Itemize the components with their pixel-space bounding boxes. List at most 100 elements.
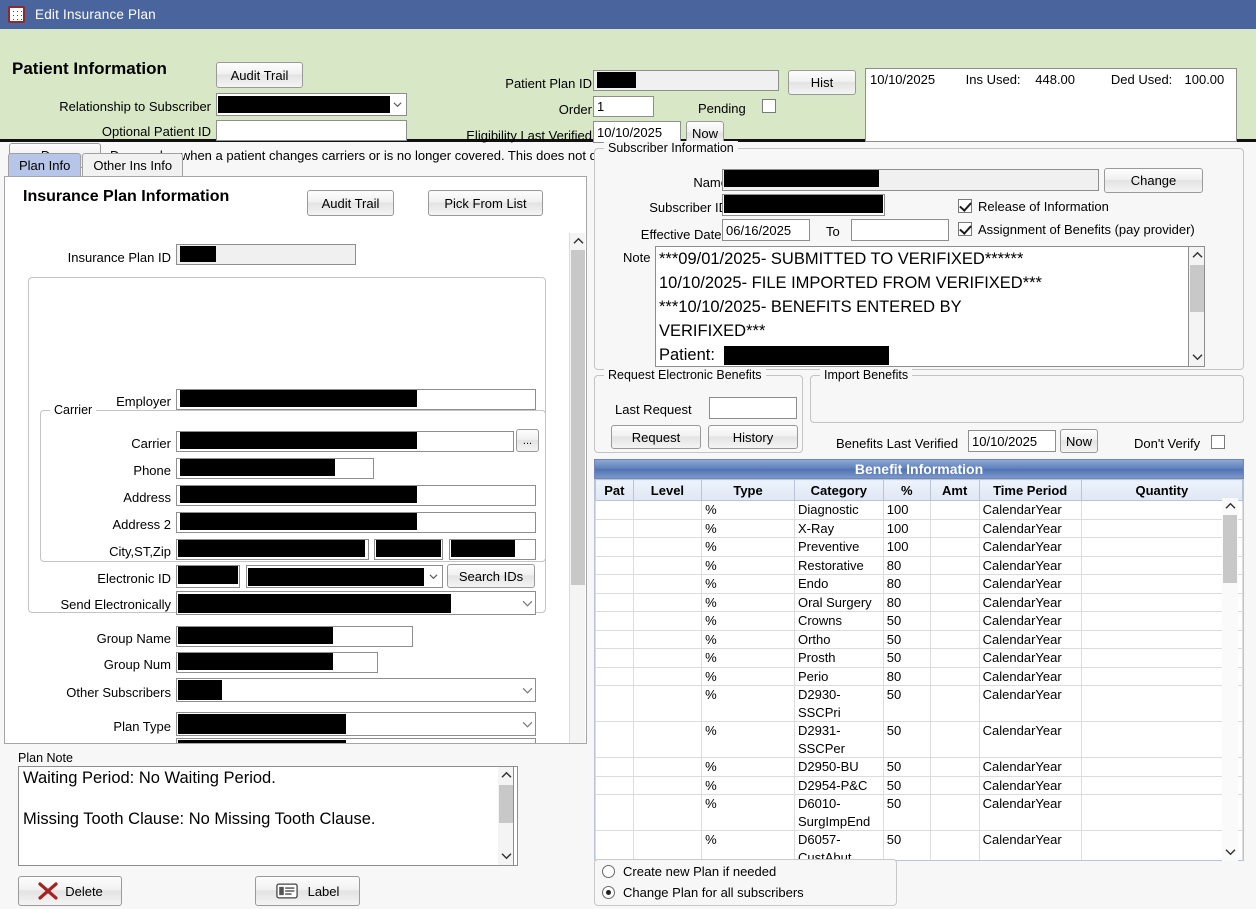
assignment-of-benefits-checkbox[interactable]	[958, 222, 972, 236]
col-percent[interactable]: %	[882, 479, 931, 501]
col-pat[interactable]: Pat	[595, 479, 634, 501]
table-row[interactable]: % Perio 80 CalendarYear	[595, 667, 1243, 686]
radio-button-selected-icon[interactable]	[602, 886, 615, 899]
scroll-up-icon[interactable]	[570, 233, 586, 249]
scroll-thumb[interactable]	[571, 250, 585, 585]
request-button[interactable]: Request	[611, 425, 701, 449]
effective-to-input[interactable]	[851, 219, 949, 241]
last-request-input[interactable]	[709, 397, 797, 419]
delete-button[interactable]: Delete	[18, 876, 122, 906]
plan-note-textarea[interactable]: Waiting Period: No Waiting Period. Missi…	[18, 766, 518, 866]
col-time-period[interactable]: Time Period	[978, 479, 1082, 501]
table-row[interactable]: % Diagnostic 100 CalendarYear	[595, 500, 1243, 520]
cell-level	[632, 685, 703, 722]
col-type[interactable]: Type	[701, 479, 795, 501]
carrier-ellipsis-button[interactable]: ...	[516, 429, 539, 452]
carrier-input[interactable]	[176, 431, 514, 452]
scroll-thumb[interactable]	[1223, 515, 1237, 583]
col-category[interactable]: Category	[793, 479, 884, 501]
send-electronically-combo[interactable]	[176, 591, 536, 615]
dont-verify-checkbox[interactable]	[1211, 435, 1225, 449]
delete-button-label: Delete	[65, 883, 103, 899]
city-input[interactable]	[176, 539, 369, 560]
scroll-thumb[interactable]	[499, 785, 513, 823]
scroll-down-icon[interactable]	[1189, 348, 1205, 364]
employer-input[interactable]	[176, 389, 536, 410]
cell-pat	[595, 648, 634, 668]
label-button[interactable]: Label	[255, 876, 360, 906]
redaction-bar	[376, 540, 441, 558]
table-row[interactable]: % D2954-P&C 50 CalendarYear	[595, 776, 1243, 795]
table-row[interactable]: % D6057-CustAbut 50 CalendarYear	[595, 830, 1243, 860]
adjustment-row[interactable]: 10/10/2025 Ins Used: 448.00 Ded Used: 10…	[870, 72, 1224, 87]
table-row[interactable]: % D6010-SurgImpEnd 50 CalendarYear	[595, 794, 1243, 831]
hist-button[interactable]: Hist	[788, 70, 856, 95]
electronic-id-combo[interactable]	[246, 565, 443, 588]
scroll-down-icon[interactable]	[1222, 843, 1238, 859]
scroll-thumb[interactable]	[1190, 265, 1204, 312]
scroll-up-icon[interactable]	[1189, 247, 1205, 263]
table-row[interactable]: % Ortho 50 CalendarYear	[595, 630, 1243, 649]
cell-pat	[595, 500, 634, 520]
note-line: ***10/10/2025- BENEFITS ENTERED BY	[659, 298, 962, 316]
table-row[interactable]: % Restorative 80 CalendarYear	[595, 556, 1243, 575]
table-row[interactable]: % X-Ray 100 CalendarYear	[595, 519, 1243, 538]
pending-checkbox[interactable]	[762, 99, 776, 113]
radio-button-icon[interactable]	[602, 865, 615, 878]
note-line: Patient:	[656, 343, 1188, 366]
benefit-information-scrollbar[interactable]	[1222, 498, 1238, 861]
optional-patient-id-input[interactable]	[216, 120, 407, 141]
state-input[interactable]	[374, 539, 443, 560]
other-subscribers-combo[interactable]	[176, 678, 536, 702]
scroll-down-icon[interactable]	[498, 847, 514, 863]
radio-change-plan-all[interactable]: Change Plan for all subscribers	[602, 885, 804, 900]
address2-input[interactable]	[176, 512, 536, 533]
col-amt[interactable]: Amt	[929, 479, 980, 501]
zip-input[interactable]	[449, 539, 536, 560]
relationship-to-subscriber-combo[interactable]	[216, 93, 407, 116]
plan-info-scrollbar[interactable]	[569, 233, 585, 743]
patient-audit-trail-button[interactable]: Audit Trail	[216, 62, 303, 88]
phone-input[interactable]	[176, 458, 374, 479]
cell-time-period: CalendarYear	[978, 757, 1082, 777]
tab-plan-info[interactable]: Plan Info	[8, 153, 82, 176]
search-ids-button[interactable]: Search IDs	[447, 564, 535, 588]
address-input[interactable]	[176, 485, 536, 506]
subscriber-note-textarea[interactable]: ***09/01/2025- SUBMITTED TO VERIFIXED***…	[655, 246, 1189, 367]
change-subscriber-button[interactable]: Change	[1104, 168, 1203, 193]
adjustments-list[interactable]: 10/10/2025 Ins Used: 448.00 Ded Used: 10…	[865, 68, 1237, 142]
order-input[interactable]	[593, 96, 654, 117]
fee-schedule-combo[interactable]	[176, 738, 536, 743]
table-row[interactable]: % Prosth 50 CalendarYear	[595, 648, 1243, 668]
eligibility-last-verified-input[interactable]	[593, 121, 681, 143]
plan-audit-trail-button[interactable]: Audit Trail	[307, 190, 394, 216]
release-of-information-checkbox[interactable]	[958, 199, 972, 213]
subscriber-note-scrollbar[interactable]	[1189, 246, 1205, 367]
cell-amt	[929, 574, 980, 594]
scroll-up-icon[interactable]	[1222, 498, 1238, 514]
effective-from-input[interactable]	[722, 219, 810, 241]
history-button[interactable]: History	[708, 425, 798, 449]
col-quantity[interactable]: Quantity	[1080, 479, 1243, 501]
table-row[interactable]: % Oral Surgery 80 CalendarYear	[595, 593, 1243, 612]
electronic-id-input[interactable]	[176, 565, 240, 588]
table-row[interactable]: % D2930-SSCPri 50 CalendarYear	[595, 685, 1243, 722]
table-row[interactable]: % Preventive 100 CalendarYear	[595, 537, 1243, 557]
col-level[interactable]: Level	[632, 479, 703, 501]
radio-create-new-plan[interactable]: Create new Plan if needed	[602, 864, 776, 879]
plan-type-combo[interactable]	[176, 712, 536, 736]
benefits-last-verified-input[interactable]	[968, 430, 1056, 452]
table-row[interactable]: % D2931-SSCPer 50 CalendarYear	[595, 721, 1243, 758]
benefits-now-button[interactable]: Now	[1060, 429, 1098, 453]
scroll-up-icon[interactable]	[498, 767, 514, 783]
pick-from-list-button[interactable]: Pick From List	[428, 190, 543, 216]
plan-note-scrollbar[interactable]	[498, 766, 514, 866]
group-name-input[interactable]	[176, 626, 413, 647]
cell-time-period: CalendarYear	[978, 830, 1082, 860]
table-row[interactable]: % Endo 80 CalendarYear	[595, 574, 1243, 594]
table-row[interactable]: % Crowns 50 CalendarYear	[595, 611, 1243, 631]
group-num-input[interactable]	[176, 652, 378, 673]
table-row[interactable]: % D2950-BU 50 CalendarYear	[595, 757, 1243, 777]
tab-other-ins-info[interactable]: Other Ins Info	[82, 153, 184, 176]
subscriber-id-input[interactable]	[722, 194, 885, 216]
